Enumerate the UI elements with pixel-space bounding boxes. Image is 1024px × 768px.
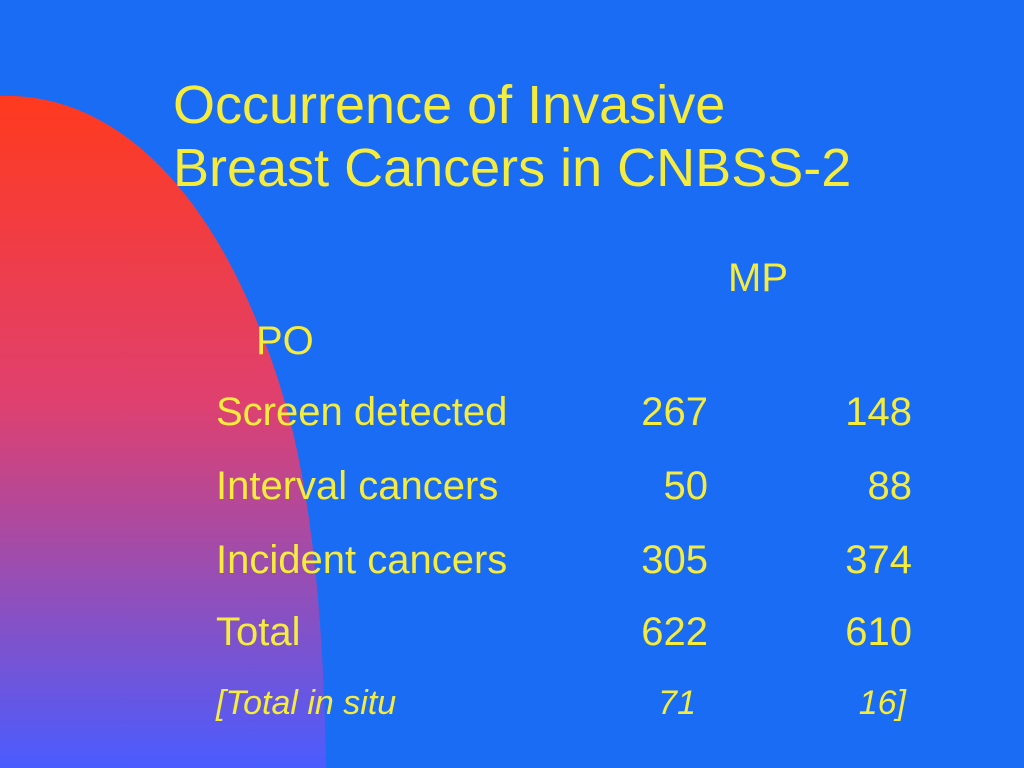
footnote-mp-value: 71 [658,684,696,722]
table-row: Incident cancers 305 374 [0,540,1024,590]
slide-title: Occurrence of Invasive Breast Cancers in… [173,74,851,200]
row-label: Total [216,610,301,654]
column-header-mp: MP [728,256,788,300]
mp-value: 267 [641,390,708,434]
po-value: 88 [867,464,913,508]
title-line-1: Occurrence of Invasive [173,75,726,135]
table-row: Screen detected 267 148 [0,392,1024,442]
mp-value: 50 [663,464,709,508]
footnote-po-value: 16] [858,684,906,722]
mp-value: 622 [641,610,708,654]
po-value: 610 [845,610,912,654]
column-header-po: PO [256,319,314,363]
title-line-2: Breast Cancers in CNBSS-2 [173,138,852,198]
row-label: Incident cancers [216,538,508,582]
footnote-row: [Total in situ 71 16] [0,686,1024,736]
table-row: Interval cancers 50 88 [0,466,1024,516]
row-label: Interval cancers [216,464,499,508]
table-row: Total 622 610 [0,612,1024,662]
footnote-label: [Total in situ [216,684,397,722]
mp-value: 305 [641,538,708,582]
row-label: Screen detected [216,390,508,434]
po-value: 148 [845,390,912,434]
po-value: 374 [845,538,912,582]
